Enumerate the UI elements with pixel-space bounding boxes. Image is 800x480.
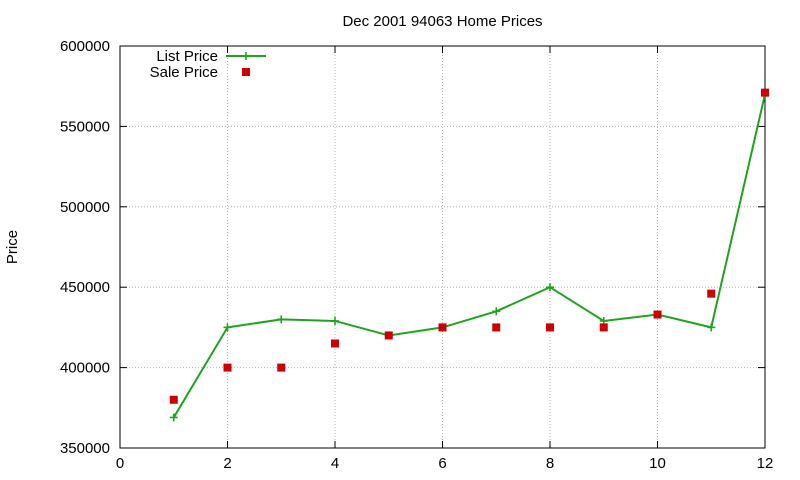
legend-label: List Price [156, 48, 218, 65]
sale-price-point [169, 395, 178, 404]
list-price-point [492, 307, 501, 316]
series-layer [169, 88, 769, 422]
list-price-point [223, 323, 232, 332]
y-tick-label: 550000 [60, 118, 110, 135]
grid [120, 46, 765, 448]
x-tick-label: 2 [223, 455, 231, 472]
x-tick-label: 10 [649, 455, 666, 472]
legend-square-marker [242, 68, 250, 76]
sale-price-point [492, 323, 501, 332]
sale-price-point [384, 331, 393, 340]
legend-label: Sale Price [150, 64, 218, 81]
y-tick-label: 500000 [60, 199, 110, 216]
sale-price-point [761, 88, 769, 97]
series-sale-price [169, 88, 769, 404]
sale-price-point [331, 339, 339, 348]
y-tick-label: 350000 [60, 440, 110, 457]
y-tick-label: 450000 [60, 279, 110, 296]
list-price-point [331, 316, 339, 325]
y-axis-label: Price [4, 230, 21, 264]
x-tick-label: 4 [331, 455, 339, 472]
list-price-line [172, 94, 766, 418]
axis-ticks: 0 2 4 6 8 10 12 350000 400000 450000 500000 550000 6… [60, 38, 773, 472]
list-price-point [169, 413, 178, 422]
chart-title: Dec 2001 94063 Home Prices [342, 13, 542, 30]
sale-price-point [223, 363, 232, 372]
x-tick-label: 0 [116, 455, 124, 472]
sale-price-point [277, 363, 286, 372]
legend-plus-marker [242, 52, 250, 60]
sale-price-point [707, 289, 716, 298]
list-price-point [546, 283, 554, 292]
y-tick-label: 600000 [60, 38, 110, 55]
sale-price-point [438, 323, 447, 332]
sale-price-point [599, 323, 608, 332]
list-price-point [277, 315, 286, 324]
y-tick-label: 400000 [60, 360, 110, 377]
x-tick-label: 6 [438, 455, 446, 472]
x-tick-label: 12 [757, 455, 774, 472]
x-tick-label: 8 [546, 455, 554, 472]
list-price-point [707, 323, 716, 332]
sale-price-point [653, 310, 662, 319]
sale-price-point [546, 323, 554, 332]
